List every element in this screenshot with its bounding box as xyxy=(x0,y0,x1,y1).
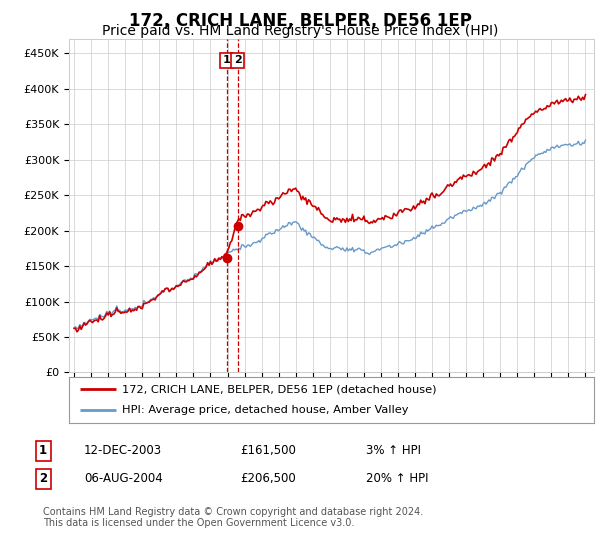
Text: 12-DEC-2003: 12-DEC-2003 xyxy=(84,444,162,458)
Text: 20% ↑ HPI: 20% ↑ HPI xyxy=(366,472,428,486)
Text: 2: 2 xyxy=(39,472,47,486)
Text: 1: 1 xyxy=(223,55,230,66)
Text: 172, CRICH LANE, BELPER, DE56 1EP (detached house): 172, CRICH LANE, BELPER, DE56 1EP (detac… xyxy=(121,384,436,394)
Text: Price paid vs. HM Land Registry's House Price Index (HPI): Price paid vs. HM Land Registry's House … xyxy=(102,24,498,38)
Text: 1: 1 xyxy=(39,444,47,458)
Text: HPI: Average price, detached house, Amber Valley: HPI: Average price, detached house, Ambe… xyxy=(121,405,408,416)
Text: Contains HM Land Registry data © Crown copyright and database right 2024.
This d: Contains HM Land Registry data © Crown c… xyxy=(43,507,424,529)
Text: 172, CRICH LANE, BELPER, DE56 1EP: 172, CRICH LANE, BELPER, DE56 1EP xyxy=(128,12,472,30)
Text: £206,500: £206,500 xyxy=(240,472,296,486)
Text: 3% ↑ HPI: 3% ↑ HPI xyxy=(366,444,421,458)
Text: 2: 2 xyxy=(234,55,242,66)
Text: £161,500: £161,500 xyxy=(240,444,296,458)
Text: 06-AUG-2004: 06-AUG-2004 xyxy=(84,472,163,486)
